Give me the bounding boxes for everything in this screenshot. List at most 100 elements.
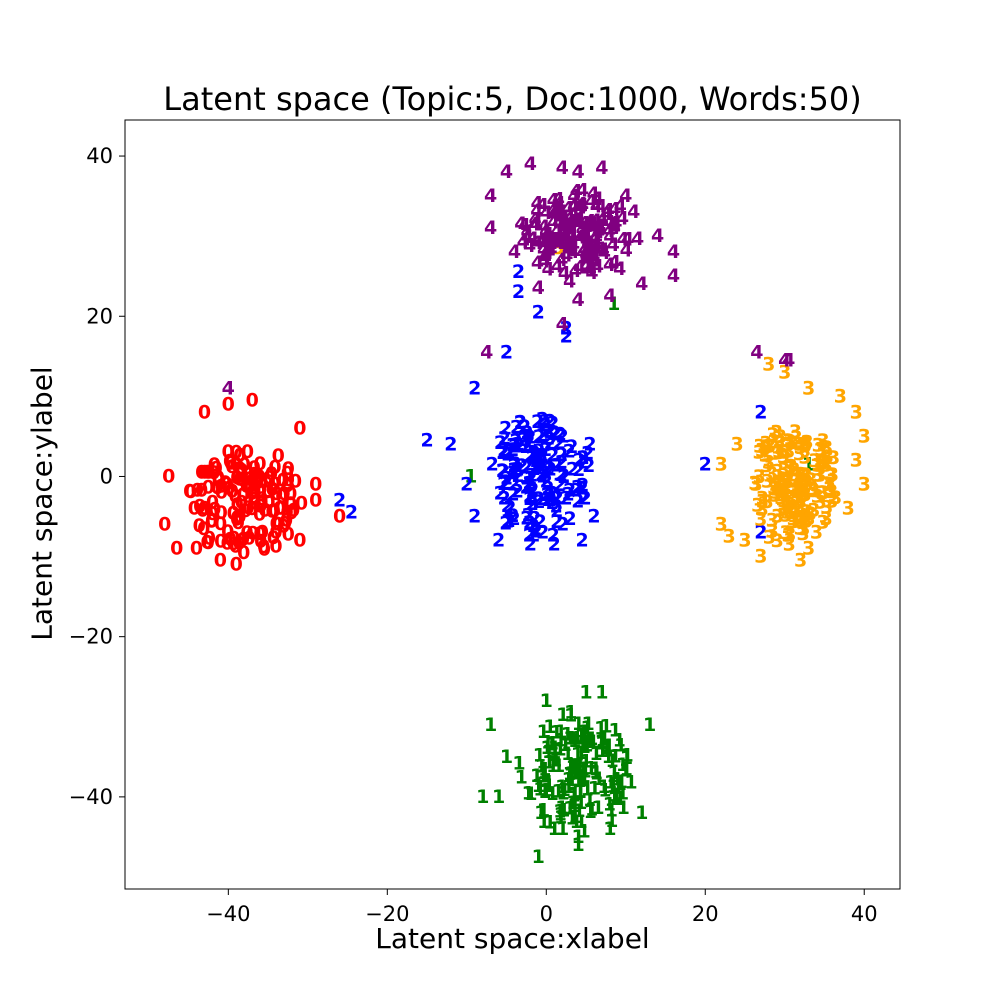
- data-point-topic-3: 3: [779, 484, 792, 506]
- data-point-topic-2: 2: [699, 453, 712, 475]
- data-point-topic-1: 1: [546, 755, 559, 777]
- data-point-topic-2: 2: [468, 377, 481, 399]
- data-point-topic-2: 2: [512, 281, 525, 303]
- data-point-topic-3: 3: [850, 401, 863, 423]
- data-point-topic-4: 4: [544, 238, 557, 260]
- data-point-topic-0: 0: [219, 472, 232, 494]
- data-point-topic-2: 2: [526, 447, 539, 469]
- data-point-topic-0: 0: [266, 478, 279, 500]
- data-point-topic-4: 4: [619, 185, 632, 207]
- data-point-topic-2: 2: [502, 441, 515, 463]
- data-point-topic-1: 1: [619, 760, 632, 782]
- data-point-topic-0: 0: [279, 513, 292, 535]
- data-point-topic-0: 0: [221, 533, 234, 555]
- data-point-topic-1: 1: [572, 713, 585, 735]
- data-point-topic-3: 3: [776, 468, 789, 490]
- data-point-topic-4: 4: [573, 209, 586, 231]
- data-point-topic-4: 4: [572, 196, 585, 218]
- data-point-topic-2: 2: [499, 473, 512, 495]
- data-point-topic-4: 4: [555, 249, 568, 271]
- data-point-topic-3: 3: [825, 491, 838, 513]
- data-point-topic-0: 0: [270, 483, 283, 505]
- data-point-topic-0: 0: [254, 493, 267, 515]
- data-point-topic-0: 0: [226, 480, 239, 502]
- data-point-topic-3: 3: [821, 446, 834, 468]
- data-point-topic-4: 4: [594, 196, 607, 218]
- data-point-topic-2: 2: [507, 455, 520, 477]
- data-point-topic-4: 4: [550, 230, 563, 252]
- data-point-topic-0: 0: [221, 441, 234, 463]
- data-point-topic-1: 1: [576, 731, 589, 753]
- data-point-topic-1: 1: [542, 772, 555, 794]
- data-point-topic-4: 4: [528, 208, 541, 230]
- data-point-topic-0: 0: [233, 533, 246, 555]
- data-point-topic-2: 2: [518, 416, 531, 438]
- data-point-topic-2: 2: [546, 412, 559, 434]
- data-point-topic-2: 2: [523, 488, 536, 510]
- data-point-topic-1: 1: [571, 834, 584, 856]
- data-point-topic-1: 1: [564, 701, 577, 723]
- data-point-topic-3: 3: [800, 474, 813, 496]
- data-point-topic-1: 1: [553, 801, 566, 823]
- data-point-topic-4: 4: [571, 289, 584, 311]
- data-point-topic-1: 1: [563, 727, 576, 749]
- data-point-topic-3: 3: [790, 464, 803, 486]
- data-point-topic-1: 1: [540, 737, 553, 759]
- data-point-topic-2: 2: [555, 444, 568, 466]
- data-point-topic-2: 2: [528, 458, 541, 480]
- data-point-topic-0: 0: [275, 486, 288, 508]
- data-point-topic-0: 0: [243, 476, 256, 498]
- data-point-topic-2: 2: [566, 459, 579, 481]
- data-point-topic-4: 4: [484, 185, 497, 207]
- data-point-topic-2: 2: [496, 460, 509, 482]
- data-point-topic-0: 0: [246, 523, 259, 545]
- data-point-topic-4: 4: [580, 247, 593, 269]
- data-point-topic-1: 1: [565, 763, 578, 785]
- data-point-topic-4: 4: [552, 211, 565, 233]
- data-point-topic-2: 2: [554, 423, 567, 445]
- data-point-topic-3: 3: [763, 436, 776, 458]
- data-point-topic-2: 2: [514, 412, 527, 434]
- data-point-topic-0: 0: [285, 502, 298, 524]
- data-point-topic-0: 0: [210, 457, 223, 479]
- data-point-topic-3: 3: [754, 546, 767, 568]
- data-point-topic-3: 3: [766, 521, 779, 543]
- data-point-topic-3: 3: [791, 469, 804, 491]
- data-point-topic-4: 4: [591, 255, 604, 277]
- data-point-topic-2: 2: [570, 479, 583, 501]
- data-point-topic-0: 0: [277, 483, 290, 505]
- data-point-topic-1: 1: [590, 762, 603, 784]
- data-point-topic-0: 0: [193, 515, 206, 537]
- data-point-topic-0: 0: [254, 531, 267, 553]
- x-axis-label: Latent space:xlabel: [375, 922, 650, 955]
- data-point-topic-2: 2: [503, 497, 516, 519]
- data-point-topic-3: 3: [790, 500, 803, 522]
- data-point-topic-4: 4: [600, 203, 613, 225]
- data-point-topic-4: 4: [590, 233, 603, 255]
- data-point-topic-2: 2: [497, 461, 510, 483]
- data-point-topic-1: 1: [464, 466, 477, 488]
- data-point-topic-1: 1: [564, 754, 577, 776]
- data-point-topic-2: 2: [501, 511, 514, 533]
- data-point-topic-3: 3: [799, 505, 812, 527]
- data-point-topic-4: 4: [585, 262, 598, 284]
- data-point-topic-3: 3: [777, 446, 790, 468]
- data-point-topic-2: 2: [532, 440, 545, 462]
- data-point-topic-2: 2: [533, 446, 546, 468]
- data-point-topic-0: 0: [295, 492, 308, 514]
- data-point-topic-4: 4: [557, 206, 570, 228]
- data-point-topic-2: 2: [575, 530, 588, 552]
- data-point-topic-1: 1: [585, 799, 598, 821]
- data-point-topic-1: 1: [556, 818, 569, 840]
- data-point-topic-4: 4: [579, 243, 592, 265]
- data-point-topic-2: 2: [551, 487, 564, 509]
- data-point-topic-0: 0: [229, 535, 242, 557]
- data-point-topic-2: 2: [498, 488, 511, 510]
- data-point-topic-2: 2: [542, 457, 555, 479]
- data-point-topic-0: 0: [215, 475, 228, 497]
- data-point-topic-4: 4: [579, 223, 592, 245]
- data-point-topic-2: 2: [553, 432, 566, 454]
- data-point-topic-0: 0: [235, 492, 248, 514]
- data-point-topic-2: 2: [468, 506, 481, 528]
